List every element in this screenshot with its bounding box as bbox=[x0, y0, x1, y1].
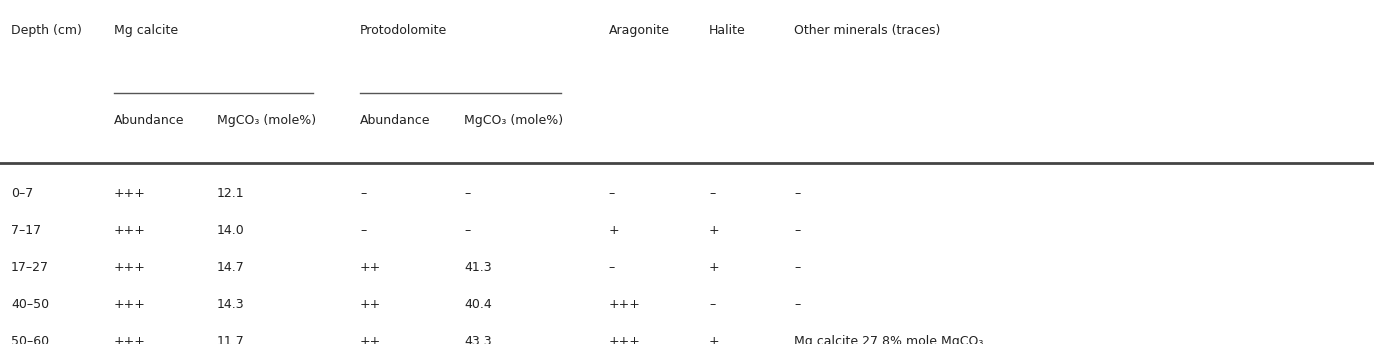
Text: 41.3: 41.3 bbox=[464, 261, 492, 274]
Text: +: + bbox=[609, 224, 620, 237]
Text: Other minerals (traces): Other minerals (traces) bbox=[794, 24, 941, 37]
Text: Abundance: Abundance bbox=[360, 114, 430, 127]
Text: +: + bbox=[709, 335, 720, 344]
Text: ++: ++ bbox=[360, 298, 381, 311]
Text: 40.4: 40.4 bbox=[464, 298, 492, 311]
Text: Mg calcite 27.8% mole MgCO₃: Mg calcite 27.8% mole MgCO₃ bbox=[794, 335, 984, 344]
Text: +++: +++ bbox=[114, 224, 146, 237]
Text: +++: +++ bbox=[114, 335, 146, 344]
Text: –: – bbox=[794, 261, 801, 274]
Text: Mg calcite: Mg calcite bbox=[114, 24, 179, 37]
Text: –: – bbox=[794, 298, 801, 311]
Text: 12.1: 12.1 bbox=[217, 187, 245, 201]
Text: ++: ++ bbox=[360, 261, 381, 274]
Text: Halite: Halite bbox=[709, 24, 746, 37]
Text: +: + bbox=[709, 261, 720, 274]
Text: +++: +++ bbox=[609, 298, 640, 311]
Text: –: – bbox=[464, 224, 471, 237]
Text: +++: +++ bbox=[114, 261, 146, 274]
Text: Abundance: Abundance bbox=[114, 114, 184, 127]
Text: –: – bbox=[609, 261, 616, 274]
Text: 14.3: 14.3 bbox=[217, 298, 245, 311]
Text: +++: +++ bbox=[114, 298, 146, 311]
Text: –: – bbox=[360, 224, 367, 237]
Text: 43.3: 43.3 bbox=[464, 335, 492, 344]
Text: 40–50: 40–50 bbox=[11, 298, 49, 311]
Text: 0–7: 0–7 bbox=[11, 187, 33, 201]
Text: 11.7: 11.7 bbox=[217, 335, 245, 344]
Text: Aragonite: Aragonite bbox=[609, 24, 669, 37]
Text: MgCO₃ (mole%): MgCO₃ (mole%) bbox=[464, 114, 563, 127]
Text: Protodolomite: Protodolomite bbox=[360, 24, 448, 37]
Text: +++: +++ bbox=[114, 187, 146, 201]
Text: MgCO₃ (mole%): MgCO₃ (mole%) bbox=[217, 114, 316, 127]
Text: –: – bbox=[709, 187, 716, 201]
Text: –: – bbox=[794, 224, 801, 237]
Text: –: – bbox=[709, 298, 716, 311]
Text: –: – bbox=[360, 187, 367, 201]
Text: Depth (cm): Depth (cm) bbox=[11, 24, 82, 37]
Text: 14.0: 14.0 bbox=[217, 224, 245, 237]
Text: 14.7: 14.7 bbox=[217, 261, 245, 274]
Text: 7–17: 7–17 bbox=[11, 224, 41, 237]
Text: –: – bbox=[464, 187, 471, 201]
Text: 50–60: 50–60 bbox=[11, 335, 49, 344]
Text: –: – bbox=[794, 187, 801, 201]
Text: +++: +++ bbox=[609, 335, 640, 344]
Text: ++: ++ bbox=[360, 335, 381, 344]
Text: –: – bbox=[609, 187, 616, 201]
Text: +: + bbox=[709, 224, 720, 237]
Text: 17–27: 17–27 bbox=[11, 261, 49, 274]
